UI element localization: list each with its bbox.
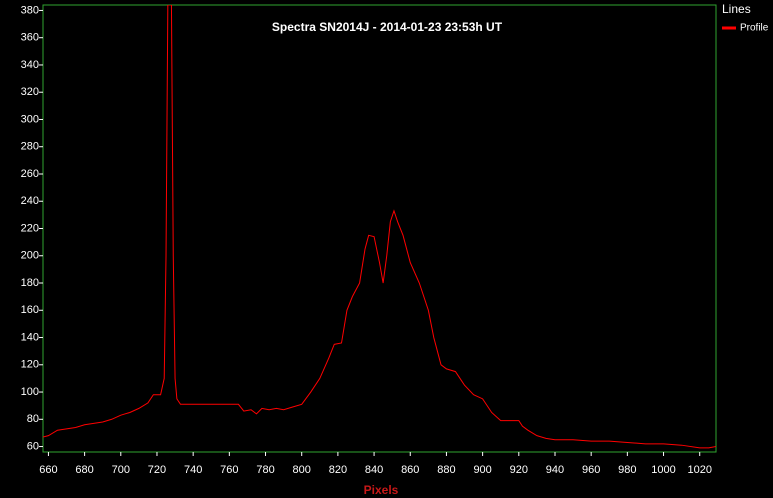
x-tick-label: 840	[365, 464, 383, 476]
legend-title: Lines	[722, 2, 751, 16]
y-tick-label: 320	[21, 86, 39, 98]
y-tick-label: 360	[21, 32, 39, 44]
y-tick-label: 200	[21, 250, 39, 262]
y-tick-label: 240	[21, 195, 39, 207]
x-tick-label: 1000	[651, 464, 675, 476]
x-tick-label: 660	[39, 464, 57, 476]
legend-label: Profile	[740, 23, 769, 34]
x-tick-label: 880	[437, 464, 455, 476]
y-tick-label: 100	[21, 386, 39, 398]
y-tick-label: 380	[21, 4, 39, 16]
x-tick-label: 1020	[687, 464, 711, 476]
y-tick-label: 260	[21, 168, 39, 180]
x-tick-label: 940	[546, 464, 564, 476]
y-tick-label: 300	[21, 113, 39, 125]
x-tick-label: 900	[473, 464, 491, 476]
y-tick-label: 180	[21, 277, 39, 289]
y-tick-label: 340	[21, 59, 39, 71]
x-tick-label: 680	[75, 464, 93, 476]
y-tick-label: 60	[27, 440, 39, 452]
y-tick-label: 140	[21, 331, 39, 343]
x-tick-label: 820	[329, 464, 347, 476]
x-tick-label: 740	[184, 464, 202, 476]
x-tick-label: 860	[401, 464, 419, 476]
plot-frame	[42, 4, 717, 453]
x-tick-label: 800	[293, 464, 311, 476]
x-tick-label: 780	[256, 464, 274, 476]
y-tick-label: 120	[21, 359, 39, 371]
y-tick-label: 220	[21, 222, 39, 234]
y-tick-label: 160	[21, 304, 39, 316]
x-axis-label: Pixels	[364, 483, 399, 497]
x-tick-label: 980	[618, 464, 636, 476]
x-tick-label: 920	[510, 464, 528, 476]
chart-title: Spectra SN2014J - 2014-01-23 23:53h UT	[272, 20, 503, 34]
y-tick-label: 80	[27, 413, 39, 425]
y-tick-label: 280	[21, 141, 39, 153]
x-tick-label: 960	[582, 464, 600, 476]
x-tick-label: 700	[112, 464, 130, 476]
line-series	[43, 5, 716, 449]
x-tick-label: 720	[148, 464, 166, 476]
x-tick-label: 760	[220, 464, 238, 476]
